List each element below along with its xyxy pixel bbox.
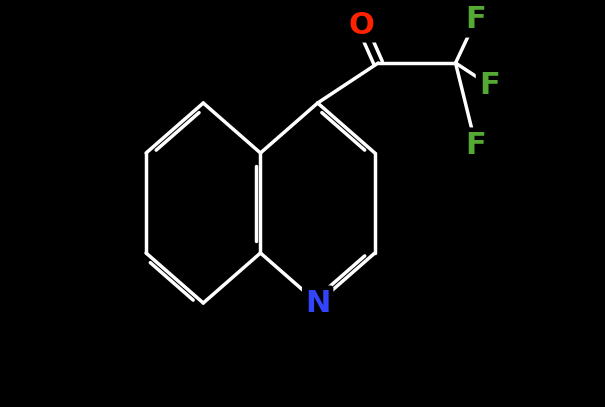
Text: O: O [348, 11, 374, 39]
Text: F: F [465, 6, 486, 35]
Text: F: F [479, 70, 500, 99]
Text: N: N [305, 289, 330, 317]
Text: F: F [465, 131, 486, 160]
